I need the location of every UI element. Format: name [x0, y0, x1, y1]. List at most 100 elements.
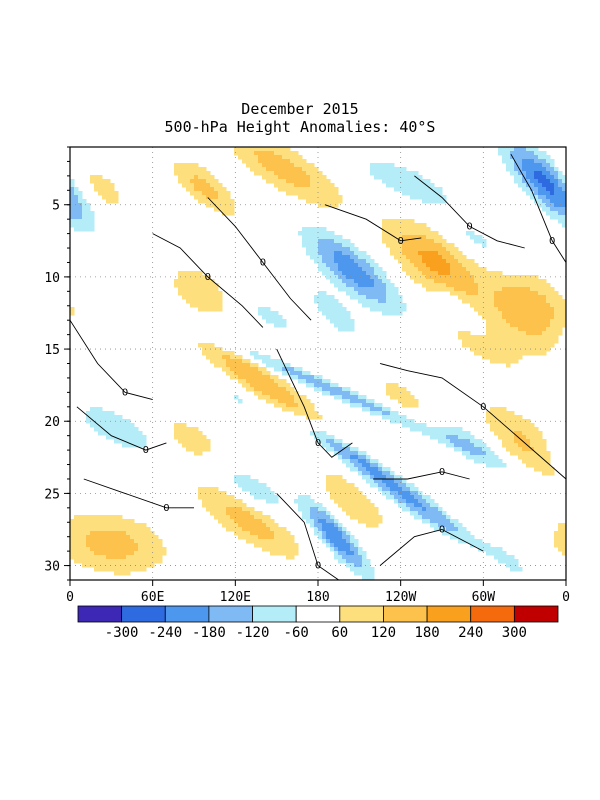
anomaly-cell — [542, 331, 547, 336]
anomaly-cell — [198, 199, 203, 204]
anomaly-cell — [242, 151, 247, 156]
anomaly-cell — [534, 323, 539, 328]
anomaly-cell — [310, 503, 315, 508]
anomaly-cell — [314, 255, 319, 260]
anomaly-cell — [366, 263, 371, 268]
anomaly-cell — [322, 179, 327, 184]
anomaly-cell — [554, 307, 559, 312]
anomaly-cell — [410, 239, 415, 244]
anomaly-cell — [414, 243, 419, 248]
anomaly-cell — [394, 171, 399, 176]
anomaly-cell — [306, 515, 311, 520]
anomaly-cell — [530, 327, 535, 332]
anomaly-cell — [450, 283, 455, 288]
anomaly-cell — [290, 387, 295, 392]
anomaly-cell — [494, 271, 499, 276]
anomaly-cell — [322, 531, 327, 536]
anomaly-cell — [70, 551, 75, 556]
anomaly-cell — [498, 323, 503, 328]
anomaly-cell — [502, 287, 507, 292]
anomaly-cell — [538, 311, 543, 316]
anomaly-cell — [406, 507, 411, 512]
anomaly-cell — [310, 175, 315, 180]
anomaly-cell — [358, 455, 363, 460]
anomaly-cell — [450, 243, 455, 248]
anomaly-cell — [402, 267, 407, 272]
anomaly-cell — [370, 275, 375, 280]
anomaly-cell — [334, 539, 339, 544]
anomaly-cell — [418, 191, 423, 196]
anomaly-cell — [106, 179, 111, 184]
anomaly-cell — [402, 179, 407, 184]
anomaly-cell — [258, 539, 263, 544]
anomaly-cell — [374, 295, 379, 300]
anomaly-cell — [406, 175, 411, 180]
anomaly-cell — [306, 183, 311, 188]
anomaly-cell — [106, 199, 111, 204]
anomaly-cell — [130, 427, 135, 432]
anomaly-cell — [382, 487, 387, 492]
anomaly-cell — [234, 527, 239, 532]
anomaly-cell — [214, 515, 219, 520]
anomaly-cell — [542, 171, 547, 176]
anomaly-cell — [462, 535, 467, 540]
anomaly-cell — [494, 287, 499, 292]
anomaly-cell — [422, 279, 427, 284]
anomaly-cell — [534, 427, 539, 432]
anomaly-cell — [290, 371, 295, 376]
anomaly-cell — [230, 503, 235, 508]
anomaly-cell — [506, 443, 511, 448]
anomaly-cell — [306, 251, 311, 256]
anomaly-cell — [310, 375, 315, 380]
anomaly-cell — [498, 295, 503, 300]
anomaly-cell — [354, 551, 359, 556]
anomaly-cell — [382, 175, 387, 180]
anomaly-cell — [374, 523, 379, 528]
anomaly-cell — [122, 519, 127, 524]
anomaly-cell — [446, 251, 451, 256]
anomaly-cell — [354, 451, 359, 456]
anomaly-cell — [346, 535, 351, 540]
anomaly-cell — [206, 291, 211, 296]
anomaly-cell — [214, 195, 219, 200]
anomaly-cell — [554, 295, 559, 300]
anomaly-cell — [534, 431, 539, 436]
anomaly-cell — [146, 559, 151, 564]
anomaly-cell — [370, 267, 375, 272]
anomaly-cell — [214, 511, 219, 516]
anomaly-cell — [434, 255, 439, 260]
anomaly-cell — [246, 387, 251, 392]
anomaly-cell — [270, 151, 275, 156]
anomaly-cell — [506, 447, 511, 452]
anomaly-cell — [242, 507, 247, 512]
anomaly-cell — [530, 423, 535, 428]
anomaly-cell — [442, 263, 447, 268]
anomaly-cell — [534, 287, 539, 292]
anomaly-cell — [462, 527, 467, 532]
anomaly-cell — [514, 451, 519, 456]
anomaly-cell — [294, 499, 299, 504]
anomaly-cell — [274, 375, 279, 380]
anomaly-cell — [210, 503, 215, 508]
anomaly-cell — [358, 555, 363, 560]
anomaly-cell — [370, 467, 375, 472]
anomaly-cell — [330, 295, 335, 300]
anomaly-cell — [90, 219, 95, 224]
anomaly-cell — [358, 459, 363, 464]
anomaly-cell — [402, 243, 407, 248]
anomaly-cell — [350, 451, 355, 456]
anomaly-cell — [214, 299, 219, 304]
anomaly-cell — [450, 287, 455, 292]
anomaly-cell — [398, 219, 403, 224]
anomaly-cell — [518, 163, 523, 168]
anomaly-cell — [366, 563, 371, 568]
anomaly-cell — [346, 551, 351, 556]
anomaly-cell — [194, 291, 199, 296]
anomaly-cell — [530, 323, 535, 328]
anomaly-cell — [78, 523, 83, 528]
anomaly-cell — [462, 335, 467, 340]
anomaly-cell — [318, 263, 323, 268]
anomaly-cell — [438, 263, 443, 268]
anomaly-cell — [530, 291, 535, 296]
anomaly-cell — [398, 475, 403, 480]
